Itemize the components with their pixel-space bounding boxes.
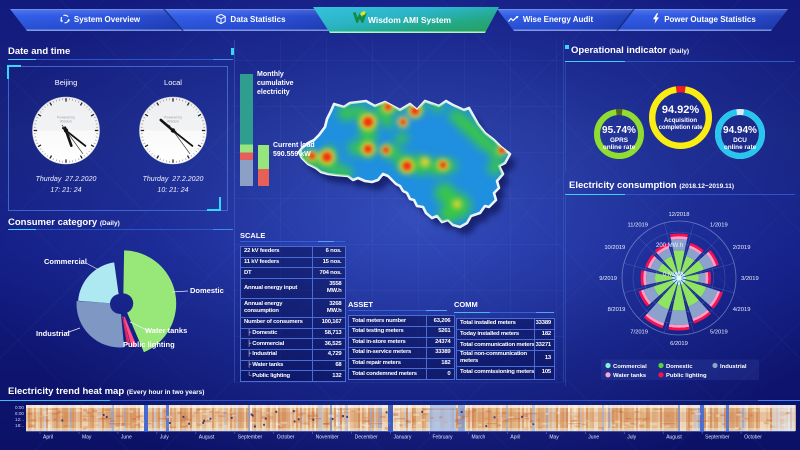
svg-text:Industrial: Industrial — [720, 364, 747, 370]
svg-text:May: May — [549, 435, 559, 441]
svg-text:September: September — [705, 435, 730, 441]
svg-text:Powered by: Powered by — [57, 116, 75, 120]
svg-text:Thurday 27.2.2020: Thurday 27.2.2020 — [143, 176, 204, 183]
svg-text:May: May — [82, 435, 92, 441]
svg-text:Local: Local — [164, 78, 182, 87]
svg-text:July: July — [627, 435, 636, 441]
svg-text:February: February — [433, 435, 454, 441]
svg-text:Thurday 27.2.2020: Thurday 27.2.2020 — [36, 176, 97, 183]
svg-text:Public lighting: Public lighting — [666, 373, 707, 379]
svg-text:November: November — [316, 435, 339, 441]
svg-text:Powered by: Powered by — [164, 116, 182, 120]
svg-text:October: October — [277, 435, 295, 441]
svg-text:Commercial: Commercial — [613, 364, 647, 370]
svg-text:1/2019: 1/2019 — [710, 222, 728, 228]
svg-text:September: September — [238, 435, 263, 441]
svg-text:5/2019: 5/2019 — [710, 330, 728, 336]
svg-text:8/2019: 8/2019 — [608, 307, 626, 313]
svg-text:December: December — [355, 435, 378, 441]
svg-text:6:00: 6:00 — [15, 411, 24, 416]
svg-text:2/2019: 2/2019 — [733, 245, 751, 251]
svg-text:7/2019: 7/2019 — [630, 330, 648, 336]
svg-text:April: April — [510, 435, 520, 441]
svg-text:17: 21: 24: 17: 21: 24 — [50, 187, 81, 194]
svg-text:12:..: 12:.. — [15, 417, 24, 422]
svg-text:10/2019: 10/2019 — [604, 245, 625, 251]
svg-text:9/2019: 9/2019 — [599, 276, 617, 282]
svg-text:June: June — [588, 435, 599, 441]
svg-text:Water tanks: Water tanks — [613, 373, 647, 379]
svg-text:April: April — [43, 435, 53, 441]
svg-text:Beijing: Beijing — [55, 78, 78, 87]
svg-text:Wisdom: Wisdom — [167, 120, 179, 124]
svg-text:12/2018: 12/2018 — [669, 212, 690, 218]
svg-text:July: July — [160, 435, 169, 441]
svg-text:March: March — [471, 435, 485, 441]
svg-text:3/2019: 3/2019 — [741, 276, 759, 282]
svg-text:0 MW.h: 0 MW.h — [663, 272, 683, 278]
svg-text:4/2019: 4/2019 — [733, 307, 751, 313]
svg-text:6/2019: 6/2019 — [670, 341, 688, 347]
svg-text:August: August — [666, 435, 682, 441]
svg-text:18:..: 18:.. — [15, 423, 24, 428]
svg-text:August: August — [199, 435, 215, 441]
svg-text:June: June — [121, 435, 132, 441]
svg-text:October: October — [744, 435, 762, 441]
svg-text:0:00: 0:00 — [15, 405, 24, 410]
svg-text:Wisdom: Wisdom — [60, 120, 72, 124]
svg-text:Domestic: Domestic — [666, 364, 693, 370]
svg-text:10: 21: 24: 10: 21: 24 — [157, 187, 188, 194]
svg-text:200 MW.h: 200 MW.h — [656, 243, 683, 249]
svg-text:11/2019: 11/2019 — [627, 222, 648, 228]
svg-text:January: January — [394, 435, 412, 441]
